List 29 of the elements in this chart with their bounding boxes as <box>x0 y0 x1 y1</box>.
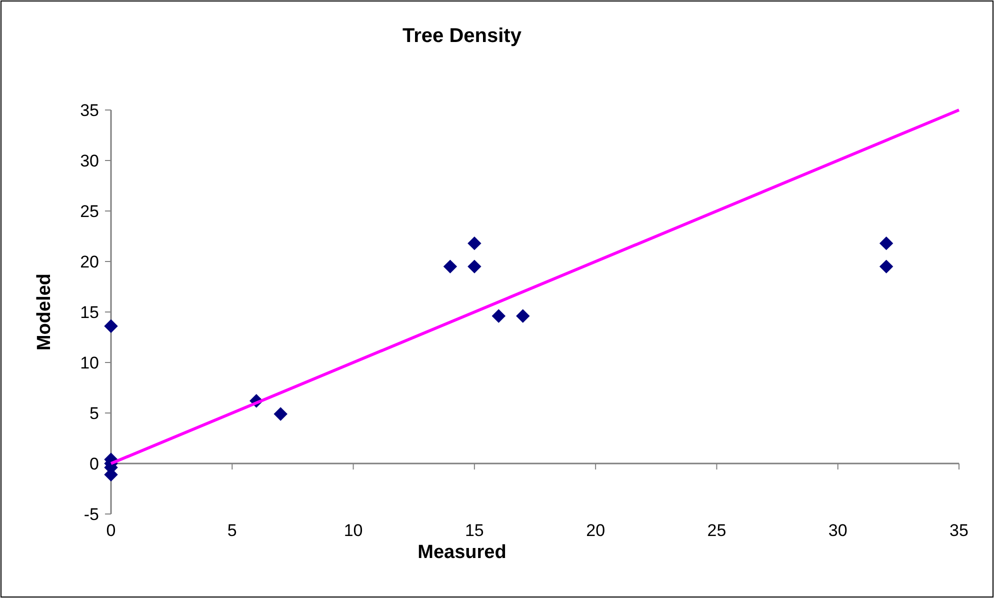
point <box>104 319 118 333</box>
x-tick-label: 15 <box>464 521 484 540</box>
y-tick-label: 30 <box>80 151 99 170</box>
y-tick-label: 5 <box>90 404 99 423</box>
x-tick-label: 0 <box>106 521 116 540</box>
point <box>468 260 482 274</box>
x-tick-label: 35 <box>950 521 968 540</box>
x-tick-label: 20 <box>586 521 606 540</box>
y-tick-label: 10 <box>80 353 99 372</box>
x-tick-label: 10 <box>344 521 363 540</box>
y-tick-label: -5 <box>84 504 99 524</box>
x-tick-label: 30 <box>828 521 848 540</box>
y-tick-label: 20 <box>80 252 99 272</box>
point <box>492 309 506 323</box>
point <box>443 260 458 274</box>
point <box>516 309 530 323</box>
y-axis-title: Modeled <box>34 273 55 351</box>
x-axis-title: Measured <box>418 542 506 563</box>
point <box>274 407 288 421</box>
y-tick-label: 35 <box>80 100 99 120</box>
chart-title: Tree Density <box>402 25 522 47</box>
x-tick-label: 5 <box>227 521 237 540</box>
point <box>879 260 894 274</box>
x-tick-label: 25 <box>707 521 726 540</box>
y-tick-label: 15 <box>80 302 99 322</box>
point <box>468 236 482 250</box>
y-tick-label: 25 <box>80 202 99 221</box>
y-tick-label: 0 <box>90 454 99 474</box>
point <box>879 236 894 250</box>
